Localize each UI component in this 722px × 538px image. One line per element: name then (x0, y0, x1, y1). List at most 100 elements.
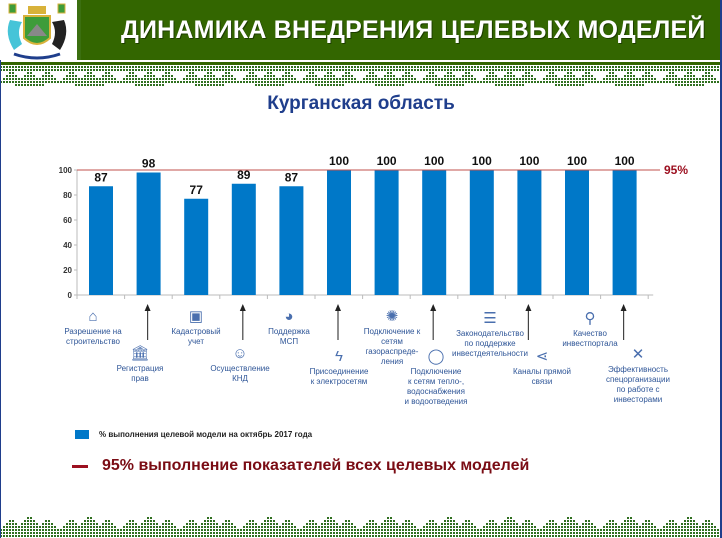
ornament-dot (579, 526, 581, 528)
ornament-dot (303, 81, 305, 83)
ornament-dot (90, 535, 92, 537)
ornament-dot (222, 523, 224, 525)
ornament-dot (447, 84, 449, 86)
ornament-dot (372, 81, 374, 83)
ornament-dot (324, 529, 326, 531)
ornament-dot (279, 66, 281, 68)
ornament-dot (216, 84, 218, 86)
category-label-line: Поддержка (268, 327, 310, 336)
ornament-dot (198, 532, 200, 534)
ornament-dot (573, 78, 575, 80)
ornament-dot (546, 66, 548, 68)
ornament-dot (492, 535, 494, 537)
ornament-dot (114, 69, 116, 71)
ornament-dot (711, 81, 713, 83)
ornament-dot (618, 69, 620, 71)
ornament-dot (363, 69, 365, 71)
ornament-dot (348, 66, 350, 68)
ornament-dot (267, 517, 269, 519)
ornament-dot (627, 520, 629, 522)
ornament-dot (663, 66, 665, 68)
ornament-dot (135, 81, 137, 83)
ornament-dot (189, 72, 191, 74)
ornament-dot (33, 78, 35, 80)
ornament-dot (378, 84, 380, 86)
ornament-dot (324, 84, 326, 86)
ornament-dot (510, 81, 512, 83)
ornament-dot (345, 81, 347, 83)
ornament-dot (447, 529, 449, 531)
ornament-dot (630, 72, 632, 74)
ornament-dot (57, 535, 59, 537)
ornament-dot (609, 69, 611, 71)
ornament-dot (450, 69, 452, 71)
ornament-dot (258, 81, 260, 83)
ornament-dot (399, 529, 401, 531)
ornament-dot (333, 535, 335, 537)
ornament-dot (405, 520, 407, 522)
ornament-dot (474, 78, 476, 80)
ornament-dot (480, 66, 482, 68)
category-label-line: спецорганизации (606, 375, 670, 384)
ornament-dot (63, 66, 65, 68)
ornament-dot (573, 69, 575, 71)
ornament-dot (294, 529, 296, 531)
ornament-dot (63, 69, 65, 71)
ornament-dot (69, 72, 71, 74)
ornament-dot (30, 66, 32, 68)
bar-value-label: 100 (329, 154, 349, 168)
ornament-dot (483, 81, 485, 83)
category-label: ⚲ Качество инвестпортала (562, 310, 617, 349)
ornament-dot (135, 78, 137, 80)
ornament-dot (72, 66, 74, 68)
ornament-dot (537, 81, 539, 83)
ornament-dot (375, 84, 377, 86)
ornament-dot (72, 75, 74, 77)
ornament-dot (45, 66, 47, 68)
ornament-dot (636, 535, 638, 537)
ornament-dot (570, 66, 572, 68)
ornament-dot (252, 75, 254, 77)
ornament-dot (360, 535, 362, 537)
ornament-dot (267, 535, 269, 537)
ornament-dot (36, 84, 38, 86)
ornament-dot (162, 66, 164, 68)
ornament-dot (270, 532, 272, 534)
ornament-dot (462, 526, 464, 528)
ornament-dot (198, 535, 200, 537)
ornament-dot (576, 69, 578, 71)
ornament-dot (69, 69, 71, 71)
ornament-dot (564, 69, 566, 71)
ornament-dot (114, 529, 116, 531)
category-label-line: прав (131, 374, 149, 383)
bar (565, 170, 589, 295)
ornament-dot (54, 69, 56, 71)
ornament-dot (396, 78, 398, 80)
ornament-dot (177, 81, 179, 83)
ornament-dot (126, 75, 128, 77)
ornament-dot (471, 535, 473, 537)
water-drop-icon: ◯ (427, 348, 445, 365)
ornament-dot (429, 81, 431, 83)
ornament-dot (342, 78, 344, 80)
ornament-dot (123, 529, 125, 531)
ornament-dot (183, 526, 185, 528)
ornament-dot (687, 526, 689, 528)
ornament-dot (534, 81, 536, 83)
ornament-dot (27, 72, 29, 74)
ornament-dot (372, 532, 374, 534)
ornament-dot (27, 517, 29, 519)
category-label: ☰ Законодательство по поддержке инвестдеяте… (452, 310, 528, 359)
ornament-dot (309, 81, 311, 83)
ornament-dot (444, 526, 446, 528)
ornament-dot (282, 529, 284, 531)
ornament-dot (612, 75, 614, 77)
ornament-dot (525, 72, 527, 74)
ornament-dot (216, 529, 218, 531)
ornament-dot (675, 69, 677, 71)
ornament-dot (192, 66, 194, 68)
ornament-dot (498, 529, 500, 531)
ornament-dot (243, 529, 245, 531)
ornament-dot (312, 75, 314, 77)
ornament-dot (180, 532, 182, 534)
